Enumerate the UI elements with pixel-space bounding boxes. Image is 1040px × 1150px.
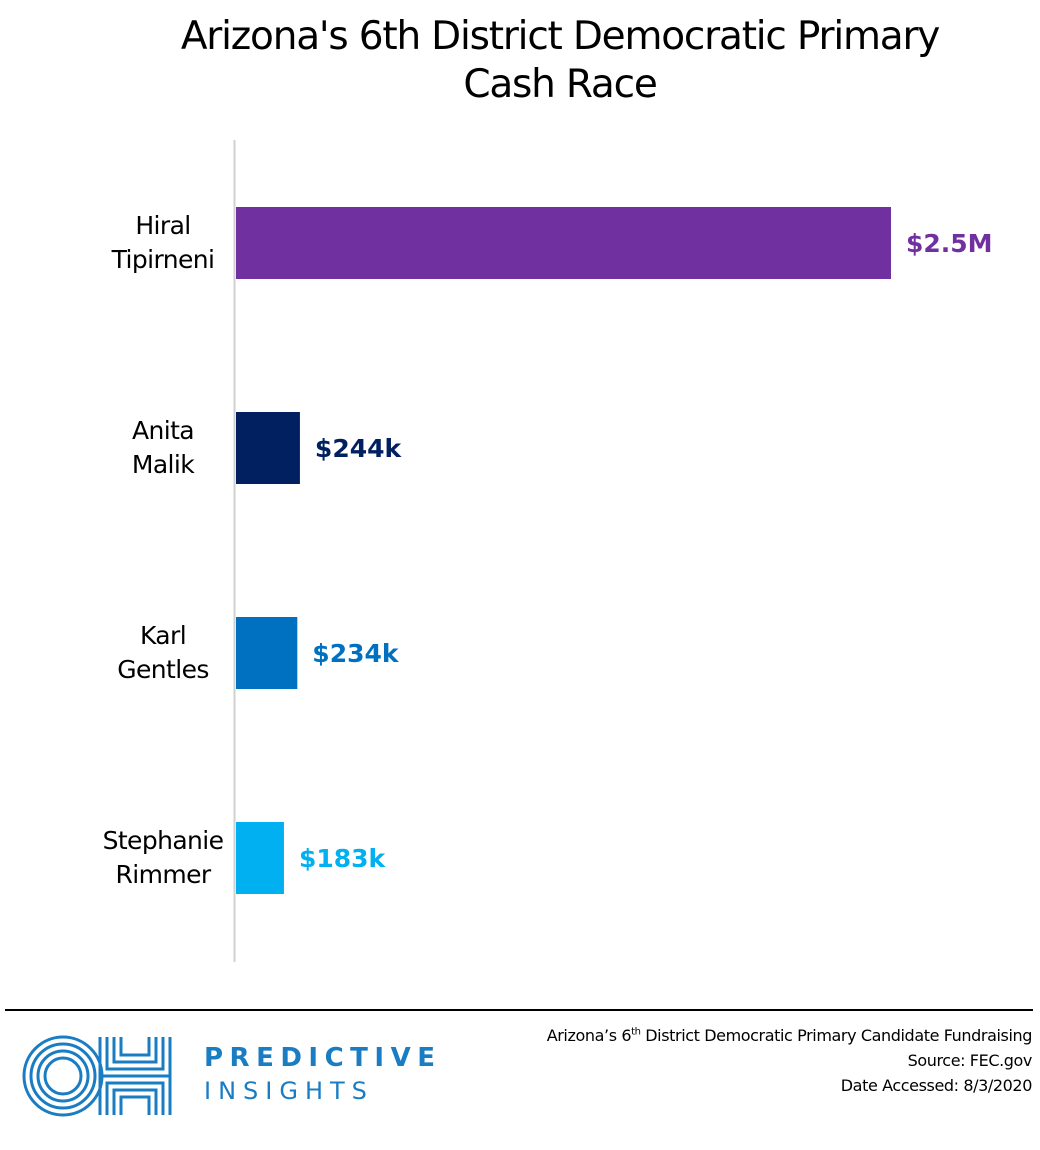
- category-label-karl-gentles-line-1: Karl: [140, 621, 186, 650]
- footer-divider: [5, 1009, 1033, 1011]
- category-label-stephanie-rimmer-line-2: Rimmer: [115, 860, 211, 889]
- bar-stephanie-rimmer: [236, 822, 284, 894]
- category-label-hiral-tipirneni-line-1: Hiral: [135, 211, 190, 240]
- source-caption-pre: Arizona’s 6: [546, 1026, 632, 1045]
- date-accessed-line: Date Accessed: 8/3/2020: [840, 1076, 1033, 1095]
- source-caption: Arizona’s 6th District Democratic Primar…: [546, 1026, 1033, 1045]
- bar-karl-gentles: [236, 617, 298, 689]
- category-label-anita-malik-line-2: Malik: [132, 450, 195, 479]
- brand-name-predictive: PREDICTIVE: [204, 1043, 442, 1073]
- source-caption-sup: th: [631, 1026, 641, 1038]
- category-label-anita-malik-line-1: Anita: [132, 416, 194, 445]
- bar-anita-malik: [236, 412, 300, 484]
- data-label-anita-malik: $244k: [315, 434, 403, 463]
- category-label-karl-gentles-line-2: Gentles: [117, 655, 209, 684]
- data-label-hiral-tipirneni: $2.5M: [906, 229, 993, 258]
- source-line: Source: FEC.gov: [907, 1051, 1033, 1070]
- bars-layer: $2.5M Hiral Tipirneni $244k Anita Malik $234k K…: [103, 207, 993, 894]
- bar-hiral-tipirneni: [236, 207, 891, 279]
- chart-title-line-2: Cash Race: [463, 62, 658, 107]
- chart-title-line-1: Arizona's 6th District Democratic Primar…: [180, 14, 941, 59]
- category-label-hiral-tipirneni-line-2: Tipirneni: [111, 245, 215, 274]
- oh-logo-mark: [22, 1035, 172, 1117]
- category-label-stephanie-rimmer-line-1: Stephanie: [103, 826, 224, 855]
- data-label-karl-gentles: $234k: [312, 639, 400, 668]
- data-label-stephanie-rimmer: $183k: [299, 844, 387, 873]
- source-caption-post: District Democratic Primary Candidate Fu…: [640, 1026, 1032, 1045]
- brand-name-insights: INSIGHTS: [204, 1077, 374, 1105]
- bar-chart: $2.5M Hiral Tipirneni $244k Anita Malik $234k K…: [103, 140, 993, 962]
